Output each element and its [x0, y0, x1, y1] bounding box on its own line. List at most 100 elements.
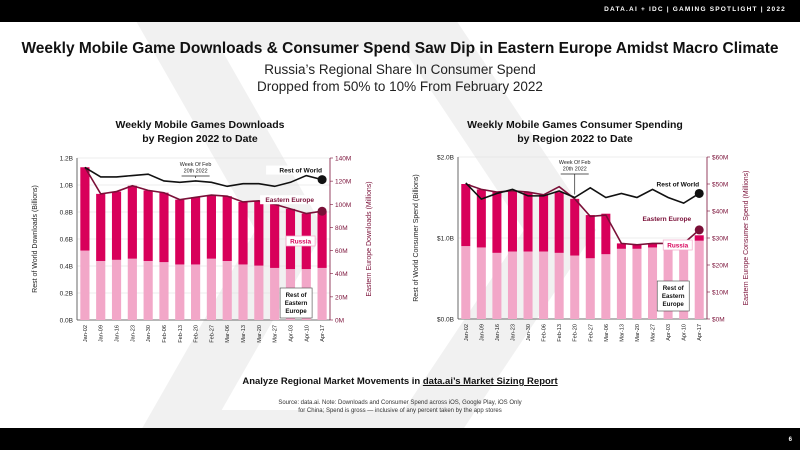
spending-x-tick-label: Apr-03	[666, 324, 672, 341]
market-sizing-cta: Analyze Regional Market Movements in dat…	[0, 376, 800, 387]
downloads-annotation-line1: Week Of Feb	[180, 162, 212, 168]
spending-y2-tick-label: $10M	[712, 290, 728, 297]
downloads-x-tick-label: Jan-30	[146, 325, 152, 342]
spending-x-tick-label: Mar-13	[619, 324, 625, 342]
spending-bar-russia	[476, 247, 486, 319]
spending-bar-rest-eastern-europe	[523, 192, 533, 252]
downloads-legend-rest-ee-line1: Rest of	[286, 292, 308, 299]
downloads-legend-russia: Russia	[290, 239, 311, 246]
downloads-y-tick-label: 0.8B	[60, 210, 73, 217]
downloads-x-tick-label: Apr-03	[288, 325, 294, 342]
spending-x-tick-label: Mar-20	[635, 324, 641, 342]
downloads-bar-russia	[222, 260, 232, 320]
subtitle-line-2: Dropped from 50% to 10% From February 20…	[257, 79, 543, 94]
spending-legend-rest-ee-line3: Europe	[663, 301, 685, 308]
downloads-bar-rest-eastern-europe	[206, 195, 216, 259]
downloads-y-tick-label: 0.0B	[60, 318, 73, 325]
spending-annotation-bracket	[560, 173, 589, 195]
downloads-x-tick-label: Apr-17	[320, 325, 326, 342]
footer-bar	[0, 428, 800, 450]
spending-x-tick-label: Mar-27	[651, 324, 657, 342]
spending-chart-title-line2: by Region 2022 to Date	[517, 133, 633, 145]
subtitle-line-1: Russia’s Regional Share In Consumer Spen…	[264, 62, 536, 77]
downloads-bar-rest-eastern-europe	[270, 204, 280, 268]
header-bar: DATA.AI + IDC | GAMING SPOTLIGHT | 2022	[0, 0, 800, 22]
spending-end-marker-eastern-europe	[694, 225, 704, 235]
spending-bar-russia	[648, 247, 658, 319]
downloads-chart-title-line2: by Region 2022 to Date	[142, 133, 258, 145]
downloads-bar-rest-eastern-europe	[127, 185, 137, 259]
downloads-y2-tick-label: 60M	[335, 248, 348, 255]
spending-bar-russia	[616, 248, 626, 319]
downloads-x-tick-label: Feb-13	[178, 325, 184, 343]
spending-x-tick-label: Apr-17	[697, 324, 703, 341]
spending-y-tick-label: $0.0B	[437, 317, 454, 324]
spending-y2-tick-label: $30M	[712, 236, 728, 243]
spending-x-tick-label: Feb-27	[588, 324, 594, 342]
spending-x-tick-label: Jan-16	[495, 324, 501, 341]
spending-line-rest-of-world	[465, 182, 700, 205]
spending-annotation-line1: Week Of Feb	[559, 160, 591, 166]
spending-x-tick-label: Feb-06	[542, 324, 548, 342]
spending-y2-tick-label: $0M	[712, 317, 725, 324]
spending-legend-rest-ee-box	[656, 280, 690, 312]
spending-y-tick-label: $2.0B	[437, 155, 454, 162]
spending-legend-bg-rest-of-world	[643, 179, 702, 189]
downloads-end-marker-rest-of-world	[317, 175, 327, 185]
downloads-bar-rest-eastern-europe	[96, 193, 106, 261]
downloads-bar-rest-eastern-europe	[111, 191, 122, 260]
downloads-chart: 0.0B 0.2B 0.4B 0.6B 0.8B 1.0B 1.2B 0M 20M 40M 60M 8…	[32, 156, 373, 343]
cta-prefix: Analyze Regional Market Movements in	[242, 376, 423, 387]
spending-x-tick-label: Jan-23	[510, 324, 516, 341]
spending-y2-tick-label: $50M	[712, 182, 728, 189]
downloads-y2-tick-label: 40M	[335, 271, 348, 278]
downloads-chart-title-line1: Weekly Mobile Games Downloads	[115, 119, 285, 131]
spending-y2-tick-label: $60M	[712, 155, 728, 162]
spending-bar-russia	[632, 248, 642, 319]
page-subtitle: Russia’s Regional Share In Consumer Spen…	[0, 61, 800, 95]
spending-bar-rest-eastern-europe	[694, 235, 704, 241]
downloads-annotation-line2: 20th 2022	[184, 169, 208, 175]
downloads-bar-russia	[143, 260, 153, 320]
spending-y2-tick-label: $40M	[712, 209, 728, 216]
downloads-y-tick-label: 0.6B	[60, 237, 73, 244]
spending-bar-russia	[539, 251, 549, 319]
spending-legend-russia-box	[662, 239, 693, 251]
spending-annotation-line2: 20th 2022	[563, 167, 587, 173]
spending-bar-rest-eastern-europe	[585, 215, 595, 259]
downloads-bar-rest-eastern-europe	[317, 211, 327, 268]
downloads-legend-bg-rest-of-world	[266, 165, 325, 175]
spending-bar-rest-eastern-europe	[554, 192, 564, 253]
spending-x-tick-label: Jan-30	[526, 324, 532, 341]
spending-bar-russia	[554, 252, 564, 319]
spending-bar-russia	[461, 246, 471, 319]
downloads-y-tick-label: 1.2B	[60, 156, 73, 163]
downloads-y2-tick-label: 100M	[335, 202, 351, 209]
spending-bar-rest-eastern-europe	[507, 190, 517, 252]
market-sizing-report-link[interactable]: data.ai’s Market Sizing Report	[422, 376, 558, 387]
downloads-y2-tick-label: 20M	[335, 294, 348, 301]
spending-legend-eastern-europe: Eastern Europe	[642, 216, 691, 223]
downloads-bar-russia	[238, 264, 248, 320]
downloads-y-axis-title: Rest of World Downloads (Billions)	[32, 185, 39, 293]
spending-legend-rest-ee-line2: Eastern	[662, 293, 685, 300]
downloads-bar-russia	[127, 258, 137, 320]
spending-y-tick-label: $1.0B	[437, 236, 454, 243]
spending-chart-title-line1: Weekly Mobile Games Consumer Spending	[467, 119, 683, 131]
spending-legend-rest-ee-line1: Rest of	[663, 285, 685, 292]
downloads-bar-russia	[317, 267, 327, 320]
downloads-annotation-bracket	[181, 175, 210, 178]
spending-bar-rest-eastern-europe	[492, 192, 502, 253]
downloads-legend-rest-ee-line3: Europe	[285, 308, 307, 315]
spending-bar-rest-eastern-europe	[601, 213, 611, 255]
downloads-legend-rest-of-world: Rest of World	[279, 168, 322, 175]
spending-bar-russia	[507, 251, 517, 319]
downloads-x-tick-label: Feb-27	[209, 325, 215, 343]
downloads-y-tick-label: 1.0B	[60, 183, 73, 190]
downloads-bar-rest-eastern-europe	[175, 199, 185, 265]
downloads-bar-russia	[96, 260, 106, 320]
spending-chart: $0.0B $1.0B $2.0B $0M $10M $20M $30M $40M $50M $6…	[413, 155, 750, 342]
downloads-bar-rest-eastern-europe	[80, 167, 90, 251]
spending-bar-rest-eastern-europe	[632, 244, 642, 249]
page-number: 6	[788, 437, 792, 443]
